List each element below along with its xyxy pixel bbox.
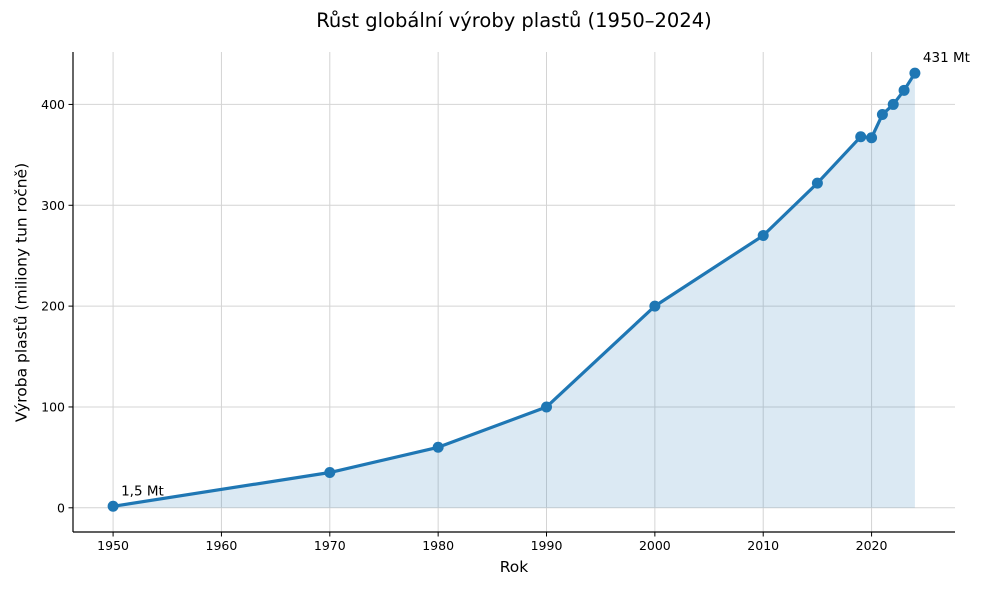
x-tick-label-1990: 1990 <box>531 538 563 553</box>
x-tick-label-2010: 2010 <box>747 538 779 553</box>
data-point-1970 <box>324 467 336 479</box>
y-tick-label-100: 100 <box>41 399 65 414</box>
data-point-2000 <box>649 300 661 312</box>
y-tick-label-400: 400 <box>41 97 65 112</box>
y-tick-label-200: 200 <box>41 299 65 314</box>
x-tick-label-2020: 2020 <box>856 538 888 553</box>
y-tick-label-300: 300 <box>41 198 65 213</box>
data-point-1980 <box>432 441 444 453</box>
data-point-2023 <box>898 84 910 96</box>
area-fill <box>113 73 915 508</box>
data-point-2015 <box>811 177 823 189</box>
data-point-2024 <box>909 67 921 79</box>
annotation-2024: 431 Mt <box>923 50 970 66</box>
data-point-2019 <box>855 131 867 143</box>
data-point-2021 <box>876 109 888 121</box>
data-point-2020 <box>866 132 878 144</box>
annotation-1950: 1,5 Mt <box>121 483 164 499</box>
data-point-1990 <box>541 401 553 413</box>
data-point-2022 <box>887 98 899 110</box>
x-tick-label-1960: 1960 <box>206 538 238 553</box>
x-axis-label: Rok <box>499 558 529 576</box>
x-tick-label-1950: 1950 <box>97 538 129 553</box>
x-tick-label-1980: 1980 <box>422 538 454 553</box>
data-point-1950 <box>107 500 119 512</box>
y-tick-label-0: 0 <box>57 500 65 515</box>
y-axis-label: Výroba plastů (miliony tun ročně) <box>12 162 31 423</box>
x-tick-label-1970: 1970 <box>314 538 346 553</box>
x-tick-label-2000: 2000 <box>639 538 671 553</box>
chart-title: Růst globální výroby plastů (1950–2024) <box>316 9 712 32</box>
data-point-2010 <box>757 230 769 242</box>
